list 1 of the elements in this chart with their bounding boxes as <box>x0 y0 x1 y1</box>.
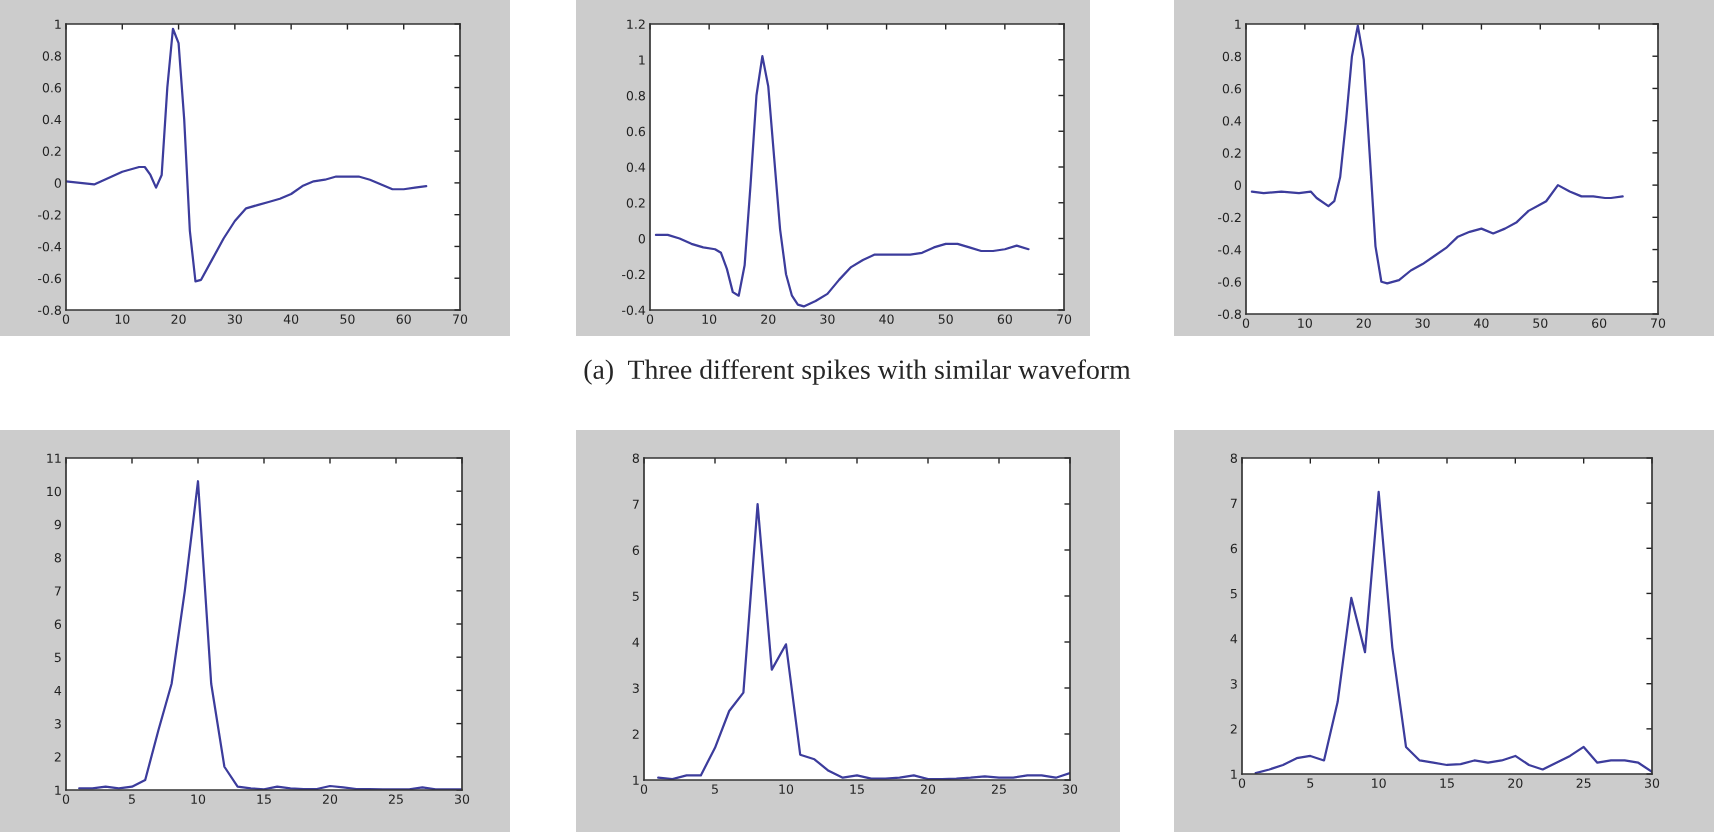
text: (a) Three different spikes with similar waveform <box>584 359 1131 385</box>
